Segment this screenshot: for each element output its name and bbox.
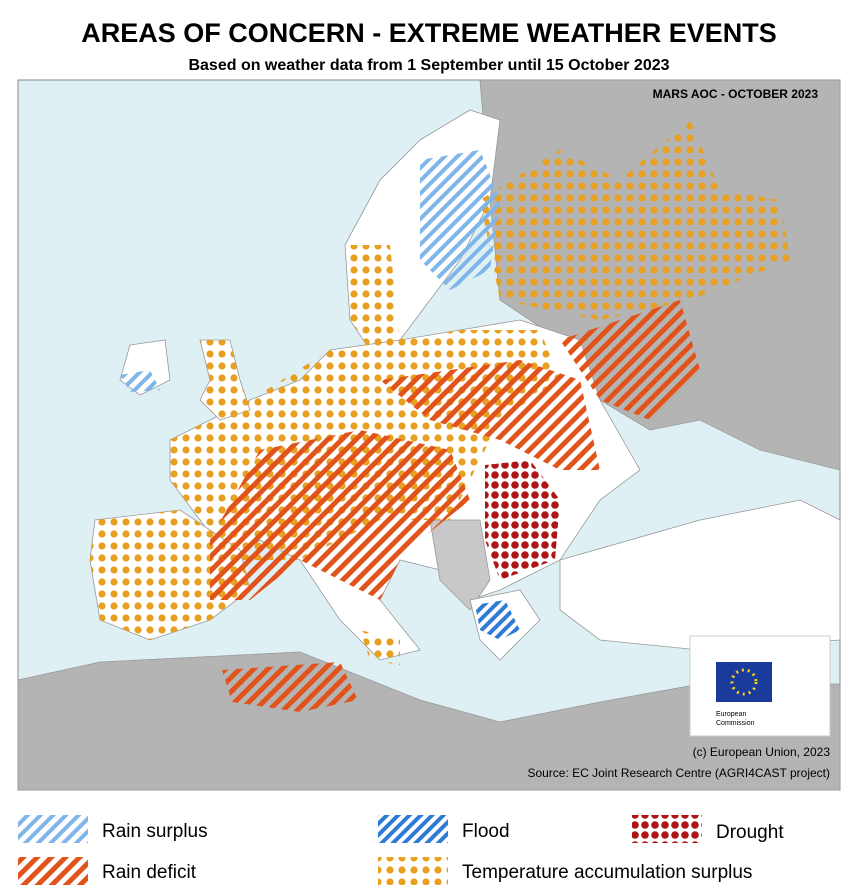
map-stamp: MARS AOC - OCTOBER 2023 [653, 87, 819, 101]
temperature-surplus-area [360, 630, 400, 665]
temperature-surplus-area [345, 245, 400, 350]
rain-surplus-area [120, 370, 160, 392]
rain-surplus-area [420, 150, 500, 290]
rain-deficit-area [560, 300, 700, 420]
flood-area [475, 600, 520, 640]
legend-swatch [378, 815, 448, 843]
logo-text: Commission [716, 720, 755, 727]
source: Source: EC Joint Research Centre (AGRI4C… [527, 766, 830, 780]
legend-swatch [378, 857, 448, 885]
north-africa [17, 651, 841, 791]
ec-logo: European Commission [689, 635, 831, 737]
balkans [429, 519, 491, 611]
subtitle: Based on weather data from 1 September u… [188, 57, 669, 74]
legend-label: Rain deficit [102, 862, 197, 883]
map: MARS AOC - OCTOBER 2023 European Commiss… [17, 79, 841, 791]
legend-swatch [18, 857, 88, 885]
eu-stars [730, 668, 758, 696]
eu-flag [716, 662, 772, 702]
copyright: (c) European Union, 2023 [693, 745, 831, 759]
temperature-surplus-area [480, 120, 790, 320]
legend-label: Flood [462, 821, 510, 842]
temperature-surplus-area [200, 340, 250, 420]
rain-deficit-area [222, 662, 358, 712]
legend-label: Drought [716, 822, 784, 843]
logo-text: European [716, 711, 746, 718]
legend-label: Rain surplus [102, 821, 208, 842]
legend-label: Temperature accumulation surplus [462, 862, 752, 883]
legend-swatch [632, 815, 702, 843]
title: AREAS OF CONCERN - EXTREME WEATHER EVENT… [81, 18, 777, 48]
turkey [559, 499, 841, 651]
legend-swatch [18, 815, 88, 843]
rain-deficit-area [380, 360, 600, 470]
legend: Rain surplus Flood Drought Rain deficit … [18, 815, 784, 885]
drought-area [485, 460, 560, 580]
rain-deficit-area [210, 430, 470, 600]
